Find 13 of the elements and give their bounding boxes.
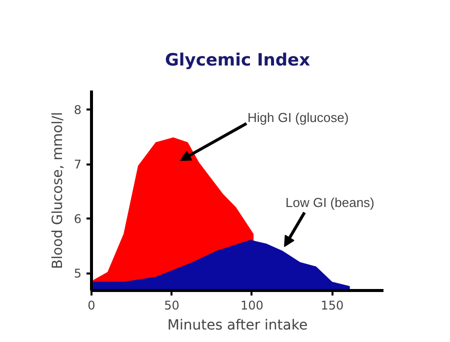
y-tick-label: 5 (74, 266, 82, 281)
y-axis-title: Blood Glucose, mmol/l (50, 112, 66, 269)
y-tick-label: 8 (74, 103, 82, 118)
x-axis-title: Minutes after intake (167, 318, 308, 334)
y-tick-label: 7 (74, 158, 82, 172)
chart-title: Glycemic Index (164, 50, 310, 70)
x-tick-label: 100 (240, 298, 264, 312)
x-tick-label: 150 (320, 298, 344, 312)
annotation: Low GI (beans) (286, 195, 374, 210)
y-tick-label: 6 (74, 212, 82, 226)
annotation: High GI (glucose) (248, 110, 349, 125)
x-tick-label: 50 (164, 298, 180, 312)
x-tick-label: 0 (88, 298, 96, 312)
